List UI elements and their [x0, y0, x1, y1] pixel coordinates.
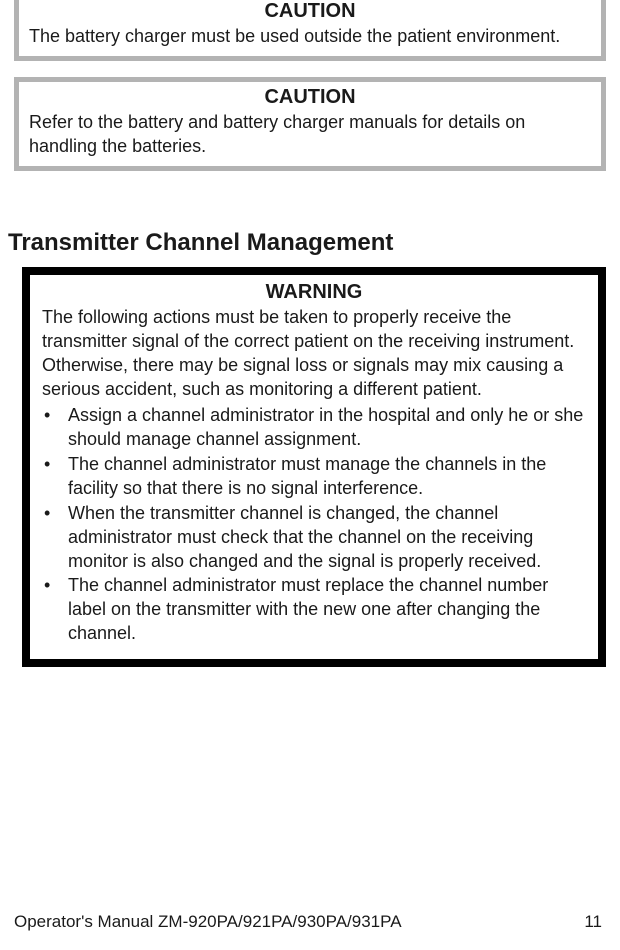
- caution-text-1: The battery charger must be used outside…: [29, 25, 591, 48]
- caution-box-1: CAUTION The battery charger must be used…: [14, 0, 606, 61]
- warning-item: The channel administrator must replace t…: [42, 574, 586, 646]
- caution-text-2: Refer to the battery and battery charger…: [29, 111, 591, 158]
- warning-box: WARNING The following actions must be ta…: [22, 267, 606, 667]
- warning-item: Assign a channel administrator in the ho…: [42, 404, 586, 452]
- caution-title-2: CAUTION: [29, 86, 591, 109]
- footer-left: Operator's Manual ZM-920PA/921PA/930PA/9…: [14, 912, 402, 932]
- footer: Operator's Manual ZM-920PA/921PA/930PA/9…: [14, 912, 602, 932]
- warning-item: When the transmitter channel is changed,…: [42, 502, 586, 574]
- section-heading: Transmitter Channel Management: [8, 229, 606, 257]
- warning-item: The channel administrator must manage th…: [42, 453, 586, 501]
- footer-page-number: 11: [584, 912, 602, 932]
- warning-title: WARNING: [42, 281, 586, 304]
- caution-title-1: CAUTION: [29, 0, 591, 23]
- caution-box-2: CAUTION Refer to the battery and battery…: [14, 77, 606, 171]
- warning-list: Assign a channel administrator in the ho…: [42, 404, 586, 646]
- page-container: CAUTION The battery charger must be used…: [0, 0, 620, 950]
- warning-intro: The following actions must be taken to p…: [42, 306, 586, 402]
